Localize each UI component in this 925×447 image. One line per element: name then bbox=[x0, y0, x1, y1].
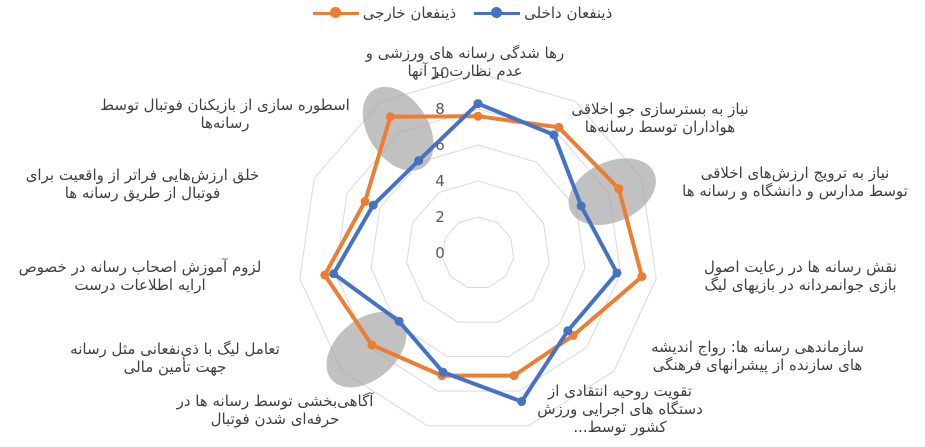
category-label: سازماندهی رسانه ها: رواج اندیشه های سازن… bbox=[651, 338, 864, 374]
category-label: تقویت روحیه انتقادی از دستگاه های اجرایی… bbox=[537, 382, 703, 436]
data-point bbox=[517, 397, 527, 407]
data-point bbox=[554, 122, 564, 132]
data-point bbox=[549, 130, 559, 140]
data-point bbox=[385, 112, 395, 122]
axis-tick-label: 6 bbox=[435, 136, 445, 154]
data-point bbox=[320, 270, 330, 280]
legend-item-internal: ذینفعان داخلی bbox=[474, 4, 612, 22]
category-label: لزوم آموزش اصحاب رسانه در خصوص ارایه اطل… bbox=[18, 258, 262, 294]
series-line bbox=[331, 101, 619, 404]
category-label: نقش رسانه ها در رعایت اصول بازی جوانمردا… bbox=[704, 258, 897, 294]
axis-tick-label: 8 bbox=[435, 100, 445, 118]
axis-tick-label: 4 bbox=[435, 172, 445, 190]
category-label: اسطوره سازی از بازیکنان فوتبال توسط رسان… bbox=[100, 96, 350, 132]
legend-label-internal: ذینفعان داخلی bbox=[524, 4, 613, 22]
data-point bbox=[394, 316, 404, 326]
highlight-ellipse bbox=[568, 158, 656, 225]
data-point bbox=[367, 340, 377, 350]
grid-ring bbox=[441, 216, 515, 289]
legend-item-external: ذینفعان خارجی bbox=[312, 4, 457, 22]
category-label: تعامل لیگ با ذی‌نفعانی مثل رسانه جهت تأم… bbox=[70, 340, 280, 376]
data-point bbox=[637, 272, 647, 282]
axis-tick-label: 0 bbox=[435, 244, 445, 262]
category-label: آگاهی‌بخشی توسط رسانه ها در حرفه‌ای شدن … bbox=[176, 392, 374, 428]
chart-legend: ذینفعان داخلی ذینفعان خارجی bbox=[0, 4, 925, 22]
data-point bbox=[614, 184, 624, 194]
data-point bbox=[329, 269, 339, 279]
data-point bbox=[563, 326, 573, 336]
axis-tick-label: 10 bbox=[430, 64, 449, 82]
data-point bbox=[473, 99, 483, 109]
legend-label-external: ذینفعان خارجی bbox=[362, 4, 457, 22]
data-point bbox=[509, 371, 519, 381]
legend-swatch-external bbox=[312, 7, 359, 19]
highlight-ellipse bbox=[362, 86, 434, 171]
highlight-ellipse bbox=[326, 311, 407, 388]
category-label: رها شدگی رسانه های ورزشی و عدم نظارت بر … bbox=[365, 44, 565, 80]
category-label: نیاز به بسترسازی جو اخلاقی هواداران توسط… bbox=[571, 100, 749, 136]
axis-tick-label: 2 bbox=[435, 208, 445, 226]
data-point bbox=[438, 367, 448, 377]
data-point bbox=[414, 156, 424, 166]
legend-swatch-internal bbox=[474, 7, 521, 19]
data-point bbox=[473, 111, 483, 121]
data-point bbox=[360, 196, 370, 206]
series-line bbox=[322, 114, 644, 378]
data-point bbox=[576, 201, 586, 211]
grid-ring bbox=[406, 180, 550, 323]
data-point bbox=[368, 200, 378, 210]
data-point bbox=[612, 268, 622, 278]
category-label: خلق ارزش‌هایی فراتر از واقعیت برای فوتبا… bbox=[25, 166, 260, 202]
category-label: نیاز به ترویج ارزش‌های اخلاقی توسط مدارس… bbox=[682, 164, 908, 200]
